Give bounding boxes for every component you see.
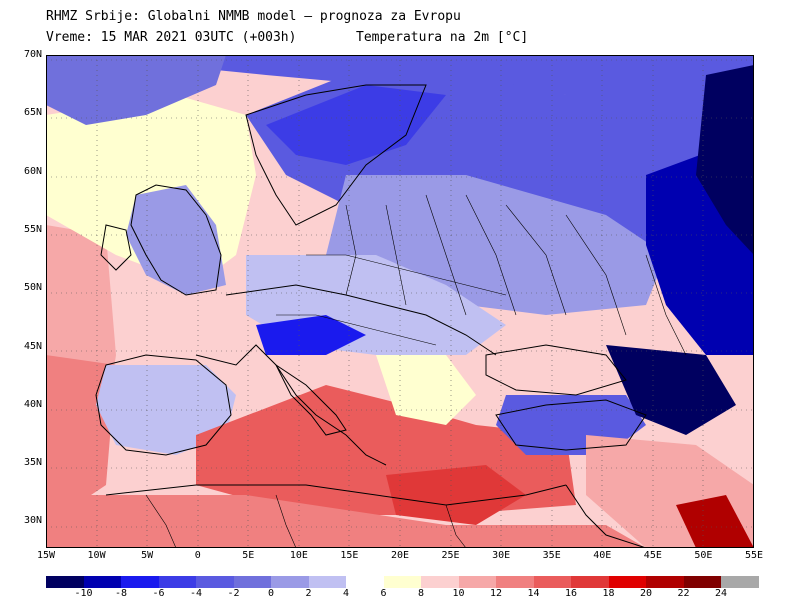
variable-name: Temperatura na 2m [°C] bbox=[356, 30, 529, 45]
lon-label: 10W bbox=[87, 550, 106, 561]
colorbar-segment bbox=[346, 576, 384, 588]
lat-label: 40N bbox=[23, 398, 42, 410]
lon-label: 50E bbox=[694, 550, 713, 561]
gulf-sidra-hot bbox=[386, 465, 526, 525]
black-sea-warm bbox=[476, 355, 626, 395]
colorbar-segment bbox=[421, 576, 459, 588]
colorbar-segment bbox=[383, 576, 421, 588]
alps-cold bbox=[256, 315, 366, 355]
lat-label: 65N bbox=[23, 107, 42, 119]
balkans-pale bbox=[376, 355, 476, 425]
lon-label: 5E bbox=[242, 550, 255, 561]
colorbar-label: 18 bbox=[602, 588, 615, 599]
lon-label: 30E bbox=[492, 550, 511, 561]
lat-label: 50N bbox=[23, 282, 42, 294]
lon-label: 5W bbox=[141, 550, 154, 561]
colorbar-segment bbox=[458, 576, 496, 588]
map-title: RHMZ Srbije: Globalni NMMB model — progn… bbox=[46, 9, 461, 24]
lon-label: 40E bbox=[593, 550, 612, 561]
colorbar-label: 22 bbox=[677, 588, 690, 599]
colorbar-label: 0 bbox=[267, 588, 275, 599]
colorbar-segment bbox=[308, 576, 346, 588]
colorbar-label: 10 bbox=[452, 588, 465, 599]
colorbar-segment bbox=[233, 576, 271, 588]
colorbar-segment bbox=[683, 576, 721, 588]
map-frame bbox=[46, 55, 754, 548]
lat-label: 35N bbox=[23, 457, 42, 469]
british-isles bbox=[126, 185, 226, 295]
colorbar-segment bbox=[158, 576, 196, 588]
lon-label: 15E bbox=[340, 550, 359, 561]
colorbar-label: 6 bbox=[380, 588, 387, 599]
colorbar-label: -2 bbox=[227, 588, 240, 599]
graticule bbox=[46, 55, 754, 548]
colorbar-segment bbox=[46, 576, 84, 588]
lon-label: 45E bbox=[643, 550, 662, 561]
temperature-map bbox=[46, 55, 754, 548]
colorbar-segment bbox=[721, 576, 759, 588]
scandinavia-deep-cold bbox=[266, 85, 446, 165]
colorbar-label: 14 bbox=[527, 588, 540, 599]
colorbar-segment bbox=[121, 576, 159, 588]
colorbar-label: -4 bbox=[189, 588, 203, 599]
lon-label: 35E bbox=[542, 550, 561, 561]
country-borders bbox=[145, 194, 687, 548]
colorbar-segment bbox=[533, 576, 571, 588]
colorbar-label: 20 bbox=[639, 588, 653, 599]
lon-label: 15W bbox=[36, 550, 56, 561]
lon-label: 55E bbox=[744, 550, 763, 561]
north-africa-warm bbox=[46, 495, 646, 548]
far-east-extreme-cold bbox=[696, 65, 754, 255]
colorbar-label: 12 bbox=[489, 588, 503, 599]
colorbar-segment bbox=[83, 576, 121, 588]
forecast-time: Vreme: 15 MAR 2021 03UTC (+003h) bbox=[46, 30, 297, 45]
colorbar-segment bbox=[196, 576, 234, 588]
lat-label: 30N bbox=[23, 515, 42, 527]
lon-label: 20E bbox=[390, 550, 410, 561]
colorbar-segment bbox=[271, 576, 309, 588]
lat-label: 55N bbox=[23, 223, 42, 235]
colorbar-segment bbox=[608, 576, 646, 588]
colorbar-segment bbox=[571, 576, 609, 588]
colorbar-label: -6 bbox=[152, 588, 165, 599]
lat-label: 45N bbox=[23, 340, 42, 352]
colorbar-label: -10 bbox=[74, 588, 93, 599]
colorbar-label: 4 bbox=[342, 588, 350, 599]
colorbar-label: 2 bbox=[305, 588, 312, 599]
red-sea-hot bbox=[676, 495, 754, 548]
colorbar-label: 8 bbox=[417, 588, 425, 599]
lon-label: 25E bbox=[441, 550, 460, 561]
lon-label: 10E bbox=[289, 550, 308, 561]
colorbar-segment bbox=[646, 576, 684, 588]
colorbar-label: 16 bbox=[564, 588, 578, 599]
lon-label: 0 bbox=[194, 550, 201, 561]
lat-label: 70N bbox=[23, 49, 42, 60]
colorbar-segment bbox=[496, 576, 534, 588]
lat-label: 60N bbox=[23, 165, 42, 177]
north-arctic-cold bbox=[46, 55, 226, 125]
coastlines bbox=[95, 84, 647, 548]
colorbar-label: -8 bbox=[114, 588, 128, 599]
colorbar-label: 24 bbox=[714, 588, 728, 599]
